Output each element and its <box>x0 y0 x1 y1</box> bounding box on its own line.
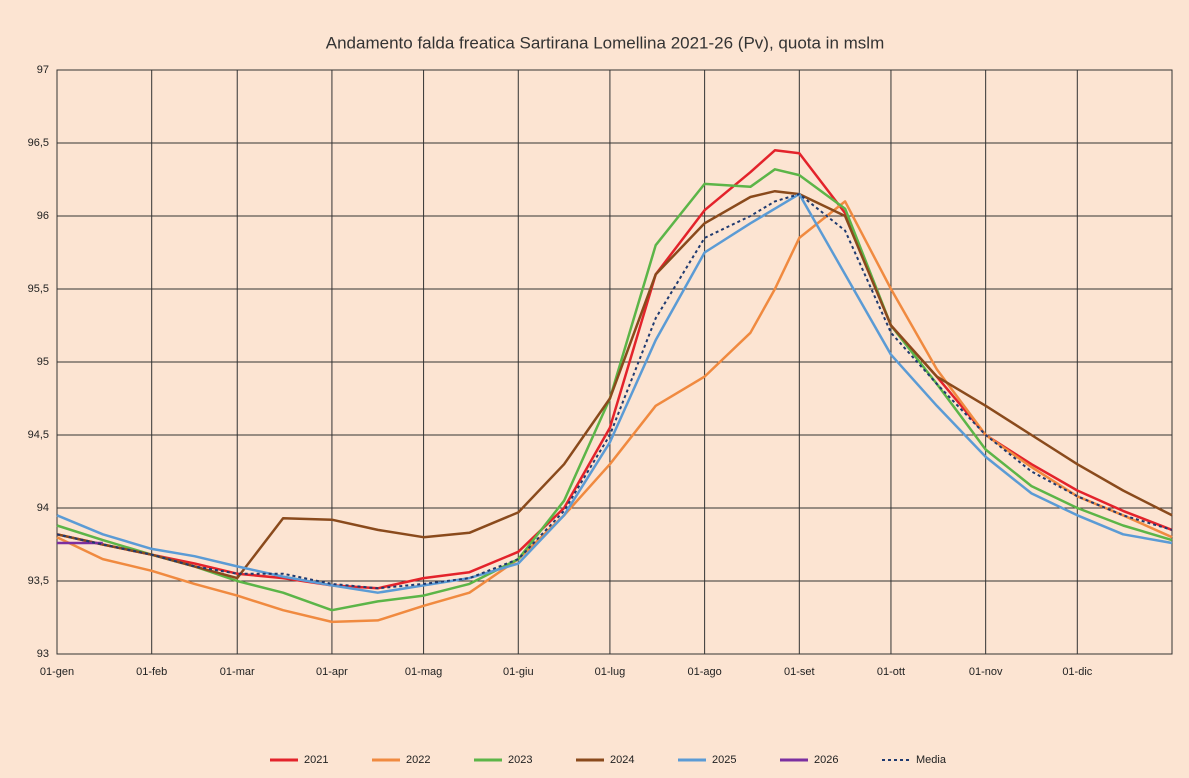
series-line <box>56 192 1173 594</box>
x-tick-label: 01-lug <box>595 666 626 678</box>
y-tick-label: 95,5 <box>28 283 49 295</box>
chart-title: Andamento falda freatica Sartirana Lomel… <box>326 33 884 52</box>
x-tick-label: 01-dic <box>1062 666 1092 678</box>
y-tick-label: 94 <box>37 502 49 514</box>
legend-label: 2024 <box>610 754 634 766</box>
x-tick-label: 01-mag <box>405 666 442 678</box>
x-tick-label: 01-feb <box>136 666 167 678</box>
y-tick-label: 93,5 <box>28 575 49 587</box>
x-tick-label: 01-ago <box>687 666 721 678</box>
x-tick-label: 01-mar <box>220 666 255 678</box>
y-tick-label: 96,5 <box>28 137 49 149</box>
x-tick-label: 01-gen <box>40 666 74 678</box>
legend-label: 2022 <box>406 754 430 766</box>
series-line <box>56 168 1173 612</box>
x-tick-label: 01-nov <box>969 666 1003 678</box>
y-tick-label: 97 <box>37 64 49 76</box>
legend-label: 2025 <box>712 754 736 766</box>
legend-label: 2023 <box>508 754 532 766</box>
legend-label: 2021 <box>304 754 328 766</box>
legend-label: Media <box>916 754 947 766</box>
x-tick-label: 01-giu <box>503 666 534 678</box>
y-tick-label: 94,5 <box>28 429 49 441</box>
series-line <box>56 193 1173 590</box>
legend-label: 2026 <box>814 754 838 766</box>
y-tick-label: 95 <box>37 356 49 368</box>
x-tick-label: 01-set <box>784 666 815 678</box>
x-tick-label: 01-apr <box>316 666 348 678</box>
x-tick-label: 01-ott <box>877 666 905 678</box>
y-tick-label: 96 <box>37 210 49 222</box>
y-tick-label: 93 <box>37 648 49 660</box>
series-line <box>56 200 1173 624</box>
